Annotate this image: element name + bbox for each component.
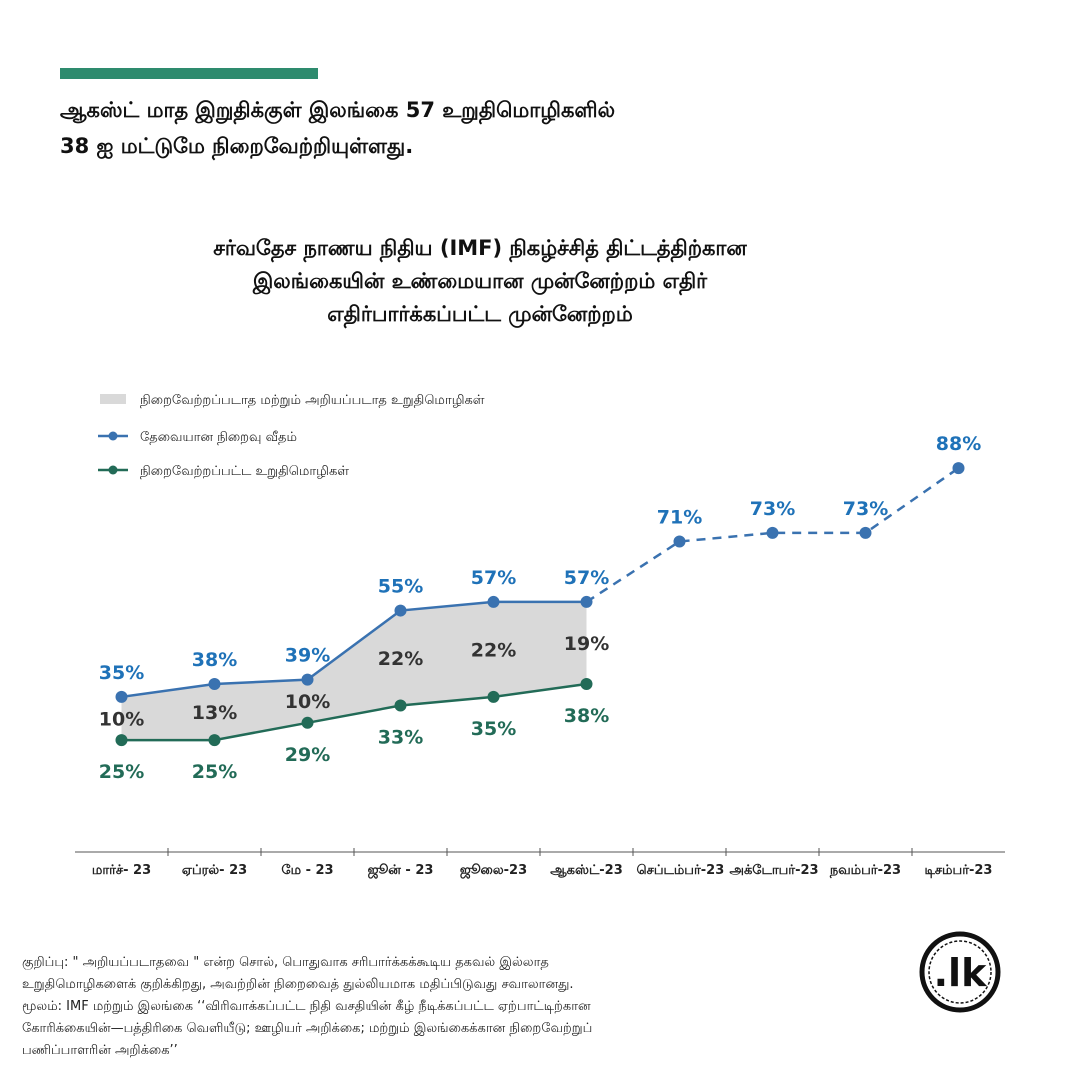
required-label: 88% [936,433,981,455]
fulfilled-label: 35% [471,718,516,740]
fulfilled-point [580,677,593,690]
x-tick-label: ஜூலை-23 [459,863,528,878]
required-point [115,690,128,703]
chart-title: இலங்கையின் உண்மையான முன்னேற்றம் எதிர் [252,269,708,293]
fulfilled-point [115,734,128,747]
required-point [301,673,314,686]
required-label: 73% [843,498,888,520]
required-point [859,526,872,539]
legend-label: நிறைவேற்றப்படாத மற்றும் அறியப்படாத உறுதி… [140,393,485,408]
gap-label: 22% [378,648,423,670]
x-tick-label: டிசம்பர்-23 [924,863,993,878]
heading: ஆகஸ்ட் மாத இறுதிக்குள் இலங்கை 57 உறுதிமொ… [60,98,616,122]
legend-label: தேவையான நிறைவு வீதம் [140,430,297,445]
footnote: கோரிக்கையின்—பத்திரிகை வெளியீடு; ஊழியர் … [22,1021,593,1036]
x-tick-label: செப்டம்பர்-23 [636,863,725,878]
x-tick-label: மே - 23 [281,863,334,878]
fulfilled-point [487,690,500,703]
required-label: 35% [99,662,144,684]
required-label: 38% [192,649,237,671]
fulfilled-point [301,716,314,729]
x-tick-label: மார்ச்- 23 [91,863,152,878]
required-line [121,600,587,699]
chart-title: சர்வதேச நாணய நிதிய (IMF) நிகழ்ச்சித் திட… [213,236,747,260]
fulfilled-point [394,699,407,712]
x-tick-label: ஜூன் - 23 [367,863,434,878]
required-point [766,526,779,539]
fulfilled-label: 25% [99,761,144,783]
heading: 38 ஐ மட்டுமே நிறைவேற்றியுள்ளது. [60,134,414,158]
gap-label: 13% [192,702,237,724]
gap-label: 10% [285,691,330,713]
required-label: 71% [657,506,702,528]
fulfilled-label: 25% [192,761,237,783]
required-point [673,535,686,548]
required-point [487,595,500,608]
footnote: பணிப்பாளரின் அறிக்கை’’ [22,1043,178,1058]
legend-label: நிறைவேற்றப்பட்ட உறுதிமொழிகள் [140,464,349,479]
required-label: 73% [750,498,795,520]
required-label: 57% [564,567,609,589]
accent-bar [60,68,318,79]
required-label: 55% [378,576,423,598]
fulfilled-label: 29% [285,744,330,766]
x-tick-label: ஆகஸ்ட்-23 [550,863,623,878]
required-point [952,462,965,475]
footnote: குறிப்பு: " அறியப்படாதவை " என்ற சொல், பொ… [22,955,549,970]
legend-dot [108,431,118,441]
required-point [394,604,407,617]
required-point [580,595,593,608]
fulfilled-point [208,734,221,747]
legend-swatch [100,394,126,404]
required-label: 57% [471,567,516,589]
fulfilled-label: 33% [378,727,423,749]
gap-label: 10% [99,708,144,730]
x-tick-label: நவம்பர்-23 [829,863,902,878]
footnote: மூலம்: IMF மற்றும் இலங்கை ‘‘விரிவாக்கப்ப… [22,999,591,1014]
logo: .lk [934,951,987,995]
gap-area [121,601,587,741]
gap-label: 19% [564,633,609,655]
x-tick-label: ஏப்ரல்- 23 [181,863,248,878]
fulfilled-label: 38% [564,705,609,727]
legend-dot [108,465,118,475]
logo-ring-inner [928,940,992,1004]
chart-title: எதிர்பார்க்கப்பட்ட முன்னேற்றம் [327,302,633,326]
x-tick-label: அக்டோபர்-23 [729,863,819,878]
footnote: உறுதிமொழிகளைக் குறிக்கிறது, அவற்றின் நிற… [22,977,574,992]
required-point [208,677,221,690]
fulfilled-line [121,682,587,742]
required-label: 39% [285,645,330,667]
gap-label: 22% [471,639,516,661]
logo-ring [919,931,1001,1013]
